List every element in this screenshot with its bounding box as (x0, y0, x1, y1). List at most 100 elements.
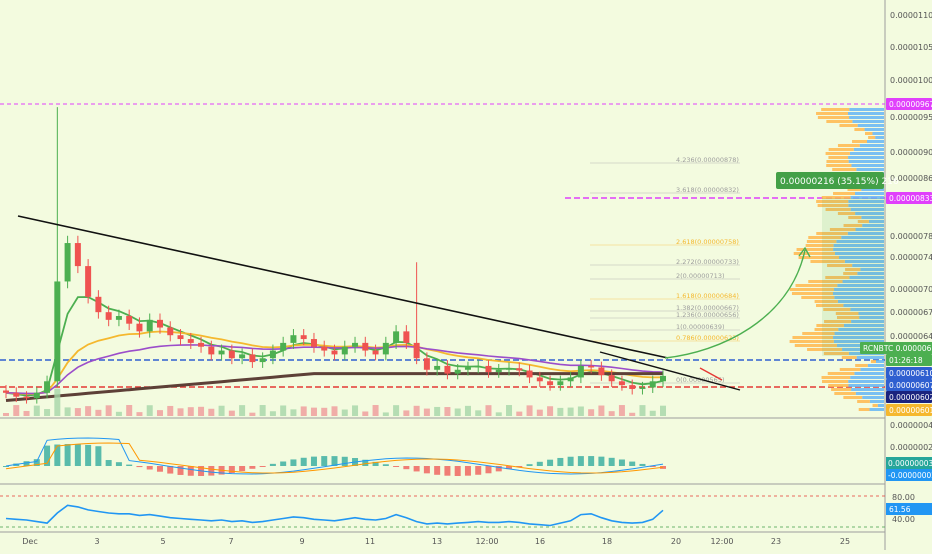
volume-profile-bar (858, 408, 870, 411)
volume-profile-bar (855, 212, 884, 215)
volume-profile-bar (856, 356, 884, 359)
volume-bar (382, 412, 389, 416)
ma-long-line (5, 372, 663, 402)
candle-body (23, 396, 30, 399)
volume-bar (269, 411, 276, 416)
macd-histogram-bar (3, 466, 9, 467)
macd-histogram-bar (54, 444, 61, 466)
fib-level-label: 2.618(0.00000758) (676, 238, 739, 246)
target-label-box (776, 172, 884, 189)
candle-body (167, 327, 174, 336)
volume-profile-bar (792, 336, 834, 339)
candle-body (280, 342, 287, 351)
price-tag-label: 0.00000601 (889, 406, 932, 415)
macd-histogram-bar (649, 466, 656, 467)
macd-histogram-bar (547, 459, 554, 466)
volume-profile-bar (851, 388, 884, 391)
volume-bar (64, 407, 71, 416)
volume-profile-bar (843, 396, 863, 399)
volume-profile-bar (852, 264, 884, 267)
volume-bar (310, 407, 317, 416)
price-tag-box (886, 404, 932, 416)
time-axis-label: 12:00 (710, 537, 733, 546)
volume-profile-bar (850, 208, 884, 211)
volume-profile-bar (855, 364, 868, 367)
candle-body (444, 365, 451, 374)
price-tag-label: 0.00000602 (889, 393, 932, 402)
candle-body (64, 243, 71, 282)
volume-bar (198, 406, 205, 416)
macd-histogram-bar (126, 464, 133, 466)
macd-histogram-bar (156, 466, 163, 472)
volume-profile-bar (789, 340, 834, 343)
volume-profile-bar (848, 216, 862, 219)
time-axis-label: 5 (160, 537, 165, 546)
volume-bar (13, 405, 20, 416)
volume-profile-bar (801, 296, 835, 299)
volume-profile-bar (857, 400, 870, 403)
candlesticks (3, 107, 666, 416)
macd-histogram-bar (495, 466, 502, 472)
volume-bar (300, 406, 307, 416)
candle-body (218, 350, 225, 355)
macd-histogram-bar (454, 466, 461, 476)
fib-level-label: 4.236(0.00000878) (676, 156, 739, 164)
macd-histogram-bar (95, 446, 102, 466)
macd-histogram-bar (382, 464, 389, 466)
macd-histogram-bar (167, 466, 174, 474)
volume-bar (208, 408, 215, 416)
candle-body (629, 385, 636, 389)
candle-body (33, 392, 40, 399)
volume-profile-bar (872, 132, 884, 135)
volume-profile-bar (833, 336, 884, 339)
macd-histogram-bar (536, 461, 543, 466)
fib-level-label: 2.272(0.00000733) (676, 258, 739, 266)
volume-profile-bar (856, 168, 884, 171)
volume-bar (259, 405, 266, 416)
candle-body (239, 354, 246, 359)
volume-profile-bar (834, 288, 884, 291)
time-axis-label: 25 (840, 537, 850, 546)
volume-profile-bar (828, 384, 849, 387)
candle-body (485, 365, 492, 373)
candle-body (608, 375, 615, 382)
candle-body (177, 335, 184, 340)
macd-tag-label: 0.00000003 (888, 459, 932, 468)
volume-profile-bar (843, 324, 884, 327)
price-tag-box (860, 342, 932, 354)
volume-bar (639, 405, 646, 416)
candle-body (126, 316, 133, 324)
rsi-tag-box (886, 503, 932, 515)
macd-histogram-bar (44, 445, 51, 466)
volume-bar (115, 411, 122, 416)
volume-profile-bar (845, 268, 861, 271)
fib-level-label: 1.382(0.00000667) (676, 304, 739, 312)
price-tag-label: RCNBTC 0.00000617 (863, 344, 932, 353)
volume-profile-bar (826, 120, 853, 123)
price-tag-label: 01:26:18 (889, 356, 923, 365)
candle-body (259, 358, 266, 363)
volume-profile-bar (836, 316, 860, 319)
volume-profile-bar (864, 128, 884, 131)
measure-range-box (822, 198, 884, 356)
volume-bar (434, 406, 441, 416)
fib-level-label: 2(0.00000713) (676, 272, 725, 280)
volume-profile-bar (814, 328, 839, 331)
volume-profile-bar (816, 200, 849, 203)
macd-histogram-bar (239, 466, 246, 472)
volume-profile-bar (823, 308, 851, 311)
volume-profile-bar (805, 244, 834, 247)
volume-profile-bar (850, 196, 884, 199)
volume-bar (156, 410, 163, 416)
volume-profile-bar (816, 324, 844, 327)
volume-bar (187, 407, 194, 416)
rsi-axis-label: 40.00 (892, 515, 915, 524)
candle-body (516, 368, 523, 371)
volume-profile-bar (836, 240, 884, 243)
candle-body (269, 350, 276, 359)
candle-body (352, 342, 359, 347)
